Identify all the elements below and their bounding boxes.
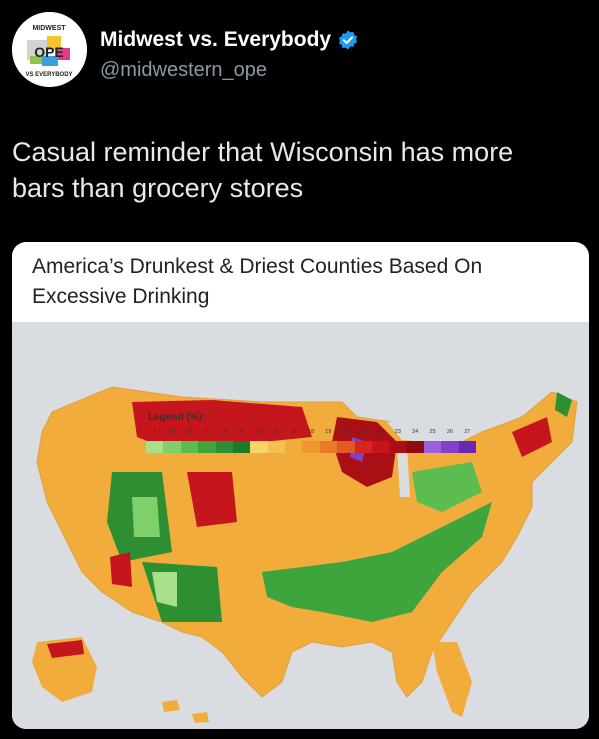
legend-swatch [441,441,459,453]
legend-swatch [146,441,164,453]
legend-tick-label: 18 [307,429,315,435]
avatar[interactable]: OPE MIDWEST VS EVERYBODY [12,12,87,87]
legend-tick-label: 26 [446,429,453,435]
legend-tick-label: 13 [221,429,228,435]
legend-tick-label: 16 [273,429,280,435]
legend-tick-label: 27 [464,429,471,435]
legend-tick-label: 20 [342,429,349,435]
tweet-text-line-2: bars than grocery stores [12,173,304,203]
legend-tick-label: 9 [153,429,157,435]
legend-swatch [389,441,407,453]
svg-text:VS EVERYBODY: VS EVERYBODY [25,72,72,78]
legend-swatch [302,441,320,453]
legend-tick-label: 25 [429,429,436,435]
legend-tick-label: 12 [203,429,210,435]
display-name-text[interactable]: Midwest vs. Everybody [100,28,332,51]
legend-swatch [250,441,268,453]
legend-swatch [319,441,338,453]
legend-tick-label: 24 [412,429,419,435]
legend-bar [146,441,477,453]
ope-logo-icon: OPE MIDWEST VS EVERYBODY [12,12,87,87]
legend-swatch [285,441,303,453]
tweet-text: Casual reminder that Wisconsin has more … [12,134,587,206]
legend-swatch [232,441,251,453]
verified-badge-icon [339,30,358,50]
legend-tick-label: 10 [168,429,176,435]
svg-text:MIDWEST: MIDWEST [32,25,66,32]
legend-swatch [267,441,285,453]
tweet-text-line-1: Casual reminder that Wisconsin has more [12,137,514,167]
handle[interactable]: @midwestern_ope [100,59,268,81]
legend-swatch [163,441,181,453]
legend-swatch [354,441,372,453]
legend-tick-label: 22 [377,429,384,435]
legend-swatch [406,441,424,453]
legend-title: Legend (%): [148,412,206,423]
legend-swatch [337,441,355,453]
card-title: America’s Drunkest & Driest Counties Bas… [32,252,572,312]
us-county-map [32,386,578,723]
svg-text:OPE: OPE [34,44,64,60]
legend-tick-label: 14 [238,429,245,435]
legend-swatch [371,441,390,453]
legend-swatch [458,441,477,453]
legend-tick-label: 17 [290,429,297,435]
legend-tick-label: 11 [186,429,193,435]
legend-swatch [198,441,216,453]
legend-ticks: 9 10 11 12 13 14 15 16 17 18 19 20 21 22 23 24 25 26 27 [146,429,476,439]
legend-swatch [180,441,199,453]
legend-swatch [424,441,442,453]
card-title-line-1: America’s Drunkest & Driest Counties Bas… [32,255,483,278]
legend-swatch [215,441,233,453]
legend-tick-label: 19 [325,429,332,435]
legend-tick-label: 23 [394,429,401,435]
legend-tick-label: 21 [360,429,367,435]
card-title-line-2: Excessive Drinking [32,285,210,308]
display-name[interactable]: Midwest vs. Everybody [100,28,359,52]
map-image: Legend (%): 9 10 11 12 13 14 15 16 17 18 19 20 21 22 2… [12,322,589,729]
media-card[interactable]: America’s Drunkest & Driest Counties Bas… [12,242,589,729]
legend-tick-label: 15 [255,429,262,435]
